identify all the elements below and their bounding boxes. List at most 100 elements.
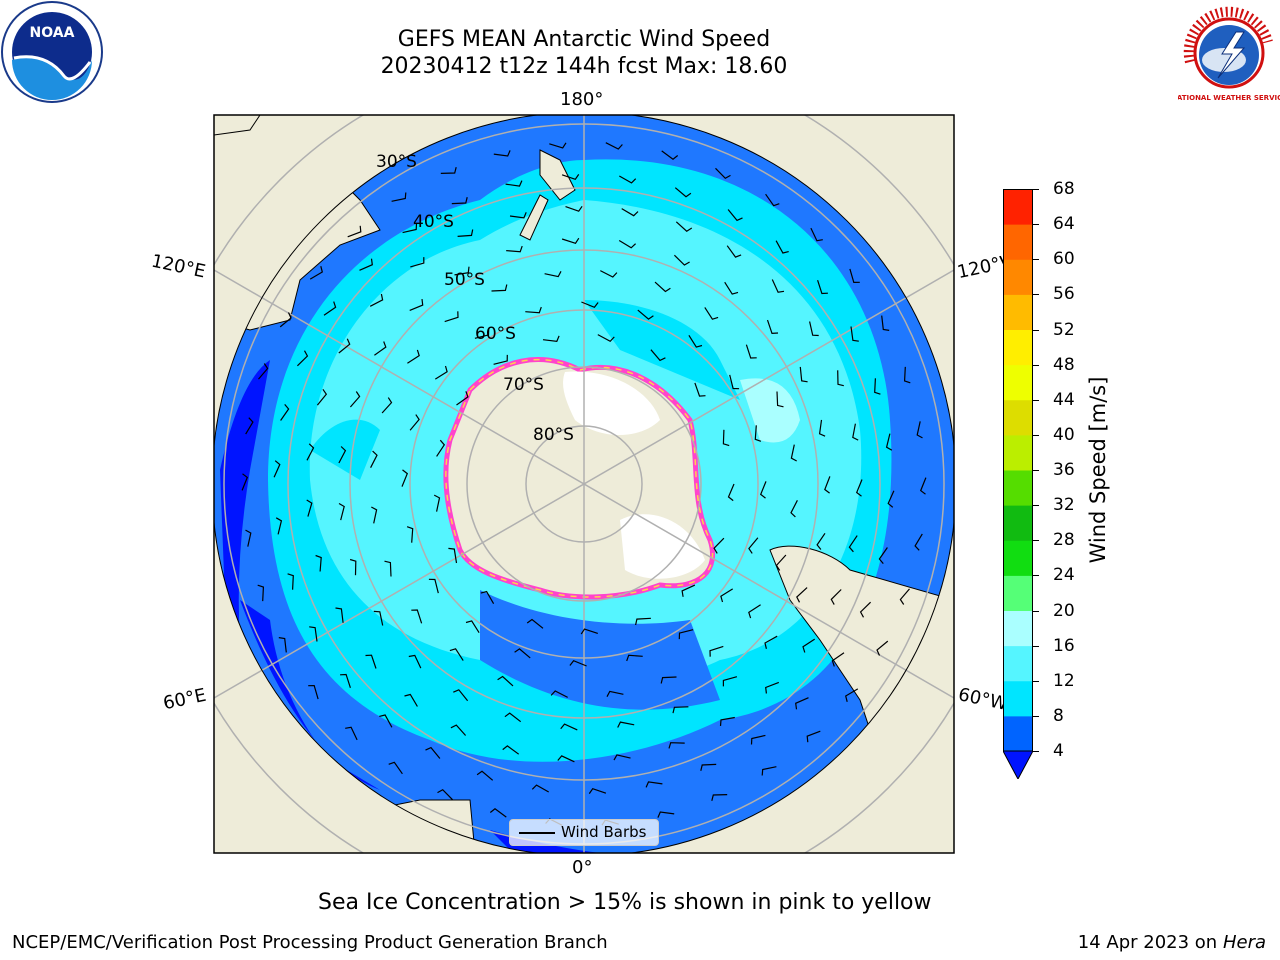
- wind-barb: [384, 560, 392, 577]
- colorbar-tick-label: 44: [1053, 389, 1075, 410]
- wind-barb: [729, 374, 740, 390]
- wind-barb: [371, 506, 378, 524]
- footer-date: 14 Apr 2023 on Hera: [1078, 932, 1266, 953]
- colorbar-tick-mark: [1033, 294, 1039, 296]
- noaa-logo-text: NOAA: [30, 25, 75, 41]
- colorbar-tick-label: 8: [1053, 705, 1064, 726]
- ross-ice-shelf: [563, 371, 660, 435]
- wind-barb: [433, 494, 441, 512]
- colorbar-tick-mark: [1033, 610, 1039, 612]
- wind-barb: [465, 620, 480, 634]
- wind-barb: [711, 794, 728, 801]
- wind-barb: [914, 533, 923, 551]
- wind-barb: [830, 589, 842, 605]
- colorbar-block: [1003, 575, 1033, 611]
- chart-title: GEFS MEAN Antarctic Wind Speed: [397, 27, 771, 52]
- wind-barb: [765, 193, 780, 207]
- colorbar-tick-label: 48: [1053, 354, 1075, 375]
- wind-barb: [258, 363, 269, 380]
- wind-barb: [816, 532, 826, 550]
- wind-barb: [750, 734, 766, 745]
- wind-barb: [775, 240, 789, 254]
- colorbar-block: [1003, 294, 1033, 330]
- lat-label-40s: 40°S: [413, 212, 454, 232]
- wind-barb: [745, 344, 757, 359]
- wind-barb: [878, 547, 888, 564]
- wind-barb: [454, 266, 470, 276]
- colorbar-block: [1003, 470, 1033, 506]
- wind-barb: [425, 746, 441, 759]
- wind-barb: [569, 659, 587, 667]
- wind-barb: [279, 312, 292, 328]
- colorbar-tick-mark: [1033, 575, 1039, 577]
- wind-barb: [831, 652, 845, 667]
- wind-barb: [347, 225, 362, 238]
- wind-barb: [349, 391, 361, 408]
- colorbar-tick-mark: [1033, 680, 1039, 682]
- wind-barb: [280, 404, 290, 421]
- wind-barb: [859, 601, 872, 618]
- lat-label-50s: 50°S: [444, 270, 485, 290]
- wind-barb: [287, 573, 294, 590]
- wind-barb: [316, 388, 328, 406]
- wind-barb: [489, 808, 507, 818]
- wind-barb: [440, 167, 457, 174]
- wind-barb: [919, 477, 927, 495]
- wind-barb: [855, 479, 863, 497]
- colorbar-block: [1003, 645, 1033, 682]
- wind-barb: [505, 180, 523, 187]
- wind-barb: [694, 382, 706, 397]
- lat-label-80s: 80°S: [533, 425, 574, 445]
- nws-logo: NATIONAL WEATHER SERVICE: [1178, 4, 1280, 102]
- wind-barb: [764, 635, 778, 649]
- wind-barb: [715, 167, 731, 180]
- wind-barb: [544, 271, 562, 278]
- wind-barb: [916, 421, 923, 439]
- wind-barb: [887, 490, 895, 508]
- colorbar-tick-label: 12: [1053, 670, 1075, 691]
- wind-barb: [722, 676, 738, 687]
- wind-barb: [374, 341, 387, 356]
- wind-barb: [434, 365, 448, 380]
- wind-barb: [453, 689, 469, 702]
- colorbar-tick-mark: [1033, 645, 1039, 647]
- wind-barb: [437, 788, 453, 801]
- wind-barb: [373, 610, 384, 626]
- wind-barb: [776, 391, 784, 408]
- colorbar-tick-label: 40: [1053, 424, 1075, 445]
- colorbar-tick-label: 36: [1053, 460, 1075, 480]
- wind-barb: [796, 587, 808, 603]
- sea-ice-note: Sea Ice Concentration > 15% is shown in …: [318, 890, 932, 915]
- colorbar-tick-label: 24: [1053, 565, 1075, 586]
- wind-barb: [493, 354, 508, 365]
- wind-barb: [580, 628, 598, 635]
- wind-barb: [719, 716, 735, 726]
- wind-barb: [809, 321, 819, 337]
- wind-barb: [621, 208, 639, 217]
- wind-barb: [727, 209, 743, 222]
- wind-barb: [449, 648, 464, 661]
- colorbar-tick-label: 64: [1053, 214, 1075, 235]
- wind-barb: [409, 414, 420, 431]
- colorbar-block: [1003, 259, 1033, 295]
- lon-label-180: 180°: [560, 89, 604, 110]
- wind-barb: [881, 315, 890, 331]
- wind-barb: [765, 681, 780, 694]
- wind-barb: [404, 693, 418, 707]
- wind-barb: [411, 609, 423, 624]
- wind-barb: [672, 706, 689, 714]
- colorbar-tick-mark: [1033, 364, 1039, 366]
- wind-barb: [306, 443, 315, 461]
- wind-barb: [491, 284, 508, 292]
- weddell-ice-shelf: [620, 514, 705, 579]
- lat-label-70s: 70°S: [503, 375, 544, 395]
- wind-speed-colorbar: [1003, 189, 1033, 779]
- wind-barb: [824, 476, 831, 494]
- wind-barb: [388, 761, 403, 775]
- wind-barb: [852, 423, 859, 441]
- wind-barb: [660, 676, 677, 684]
- wind-barb: [407, 349, 420, 364]
- wind-barb: [323, 301, 337, 316]
- wind-barb: [759, 481, 767, 499]
